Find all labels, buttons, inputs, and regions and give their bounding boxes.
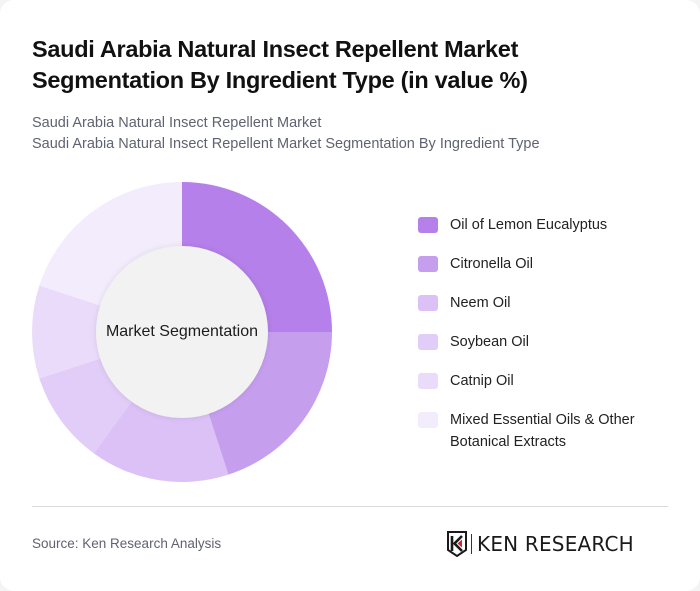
legend-label: Mixed Essential Oils & Other Botanical E… (450, 412, 635, 450)
legend-swatch (418, 295, 438, 311)
legend-label: Citronella Oil (450, 256, 533, 272)
subtitle-segmentation: Saudi Arabia Natural Insect Repellent Ma… (32, 136, 540, 152)
donut-slices (32, 182, 332, 482)
chart-subtitle: Saudi Arabia Natural Insect Repellent Ma… (32, 113, 540, 155)
legend-swatch (418, 373, 438, 389)
legend-item-lemon-eucalyptus[interactable]: Oil of Lemon Eucalyptus (418, 214, 678, 236)
logo-text: KEN RESEARCH (477, 532, 634, 556)
legend-item-catnip[interactable]: Catnip Oil (418, 370, 678, 392)
legend-label: Soybean Oil (450, 334, 529, 350)
legend-item-neem[interactable]: Neem Oil (418, 292, 678, 314)
chart-legend: Oil of Lemon Eucalyptus Citronella Oil N… (418, 214, 678, 470)
legend-swatch (418, 256, 438, 272)
ken-research-logo: KEN RESEARCH (447, 531, 634, 557)
chart-title: Saudi Arabia Natural Insect Repellent Ma… (32, 36, 528, 93)
donut-chart: Market Segmentation (32, 182, 332, 482)
legend-item-soybean[interactable]: Soybean Oil (418, 331, 678, 353)
donut-center-circle (96, 246, 268, 418)
subtitle-market: Saudi Arabia Natural Insect Repellent Ma… (32, 115, 322, 131)
source-note: Source: Ken Research Analysis (32, 536, 222, 551)
donut-chart-svg (32, 182, 332, 482)
legend-swatch (418, 412, 438, 428)
footer-divider (32, 506, 668, 507)
legend-swatch (418, 217, 438, 233)
logo-separator (471, 534, 472, 554)
legend-swatch (418, 334, 438, 350)
legend-label: Oil of Lemon Eucalyptus (450, 217, 608, 233)
ken-research-shield-icon (447, 531, 467, 557)
legend-label: Neem Oil (450, 295, 511, 311)
legend-item-mixed-oils[interactable]: Mixed Essential Oils & Other Botanical E… (418, 409, 678, 453)
legend-item-citronella[interactable]: Citronella Oil (418, 253, 678, 275)
legend-label: Catnip Oil (450, 373, 514, 389)
